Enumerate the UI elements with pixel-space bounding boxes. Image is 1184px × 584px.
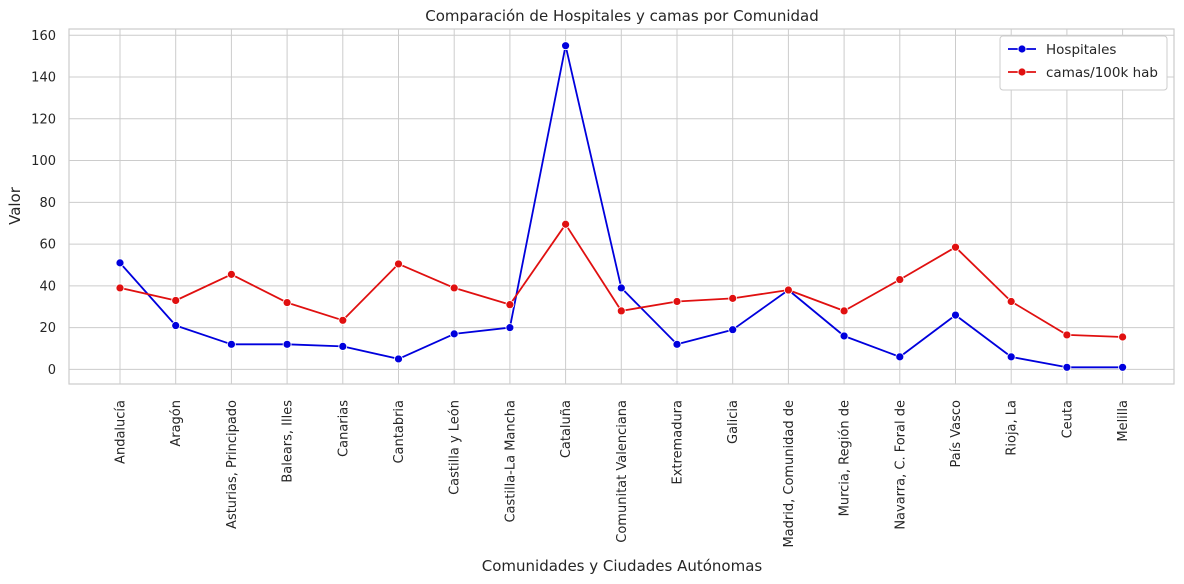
data-point-hospitales <box>115 258 125 268</box>
data-point-hospitales <box>839 331 849 341</box>
data-point-hospitales <box>226 339 236 349</box>
x-tick-label: Rioja, La <box>1005 400 1020 456</box>
legend-marker-camas <box>1017 67 1027 77</box>
legend-label-hospitales: Hospitales <box>1046 42 1116 58</box>
x-tick-label: Cantabria <box>392 400 407 464</box>
x-tick-label: Extremadura <box>671 400 686 485</box>
data-point-camas-100k-hab <box>394 259 403 269</box>
y-tick-label: 40 <box>39 279 56 294</box>
data-point-camas-100k-hab <box>171 296 181 305</box>
series-layer <box>115 41 1127 372</box>
data-point-hospitales <box>672 339 682 349</box>
data-point-camas-100k-hab <box>505 300 515 310</box>
data-point-camas-100k-hab <box>449 283 459 293</box>
y-axis-title: Valor <box>6 186 24 225</box>
y-tick-label: 140 <box>31 71 56 86</box>
x-tick-label: País Vasco <box>949 400 964 468</box>
x-tick-label: Aragón <box>169 400 184 447</box>
data-point-hospitales <box>449 329 459 339</box>
data-point-hospitales <box>171 321 181 330</box>
y-tick-label: 100 <box>31 154 56 169</box>
x-tick-label: Canarias <box>336 400 351 457</box>
data-point-camas-100k-hab <box>951 242 960 252</box>
x-tick-label: Murcia, Región de <box>838 400 853 516</box>
x-tick-label: Castilla y León <box>448 400 463 495</box>
x-axis-title: Comunidades y Ciudades Autónomas <box>482 557 763 575</box>
plot-frame <box>68 28 1175 385</box>
y-axis-ticks: 0 20 40 60 80 100 120 140 160 <box>31 29 56 378</box>
x-tick-label: Asturias, Principado <box>225 400 240 529</box>
y-tick-label: 0 <box>48 363 56 378</box>
data-point-camas-100k-hab <box>1006 297 1016 306</box>
data-point-hospitales <box>616 283 626 293</box>
data-point-hospitales <box>561 41 570 51</box>
data-point-camas-100k-hab <box>672 297 682 306</box>
data-point-camas-100k-hab <box>226 269 236 279</box>
y-tick-label: 20 <box>39 321 56 336</box>
data-point-camas-100k-hab <box>1118 332 1127 342</box>
data-point-camas-100k-hab <box>338 315 348 325</box>
data-point-hospitales <box>1118 362 1127 372</box>
data-point-hospitales <box>1062 362 1072 372</box>
data-point-camas-100k-hab <box>1062 330 1072 340</box>
data-point-hospitales <box>895 352 905 362</box>
data-point-camas-100k-hab <box>728 293 738 303</box>
x-tick-label: Ceuta <box>1060 400 1075 438</box>
data-point-hospitales <box>505 323 515 333</box>
legend-box <box>999 35 1168 91</box>
data-point-camas-100k-hab <box>115 283 125 293</box>
y-tick-label: 80 <box>39 196 56 211</box>
data-point-camas-100k-hab <box>616 306 626 316</box>
x-tick-label: Andalucía <box>114 400 129 464</box>
legend-marker-hospitales <box>1017 44 1027 54</box>
data-point-hospitales <box>728 325 738 335</box>
x-axis-ticks: Andalucía Aragón Asturias, Principado Balea… <box>114 400 1132 548</box>
data-point-camas-100k-hab <box>895 275 905 284</box>
x-tick-label: Castilla-La Mancha <box>503 400 518 523</box>
x-tick-label: Madrid, Comunidad de <box>782 400 797 548</box>
data-point-hospitales <box>338 342 348 351</box>
y-tick-label: 120 <box>31 112 56 127</box>
grid <box>69 29 1174 384</box>
x-tick-label: Comunitat Valenciana <box>615 400 630 543</box>
y-tick-label: 160 <box>31 29 56 44</box>
data-point-hospitales <box>1006 352 1016 362</box>
data-point-camas-100k-hab <box>839 306 849 316</box>
chart-title: Comparación de Hospitales y camas por Co… <box>425 7 819 25</box>
data-point-camas-100k-hab <box>282 298 292 307</box>
legend-label-camas: camas/100k hab <box>1046 65 1158 81</box>
y-tick-label: 60 <box>39 238 56 253</box>
data-point-hospitales <box>951 310 960 320</box>
x-tick-label: Navarra, C. Foral de <box>893 400 908 530</box>
x-tick-label: Melilla <box>1116 400 1131 442</box>
x-tick-label: Cataluña <box>559 400 574 458</box>
data-point-hospitales <box>282 339 292 349</box>
legend: Hospitales camas/100k hab <box>999 35 1168 91</box>
x-tick-label: Balears, Illes <box>281 400 296 483</box>
data-point-camas-100k-hab <box>784 285 793 295</box>
data-point-hospitales <box>394 354 403 364</box>
x-tick-label: Galicia <box>726 400 741 444</box>
data-point-camas-100k-hab <box>561 219 570 229</box>
